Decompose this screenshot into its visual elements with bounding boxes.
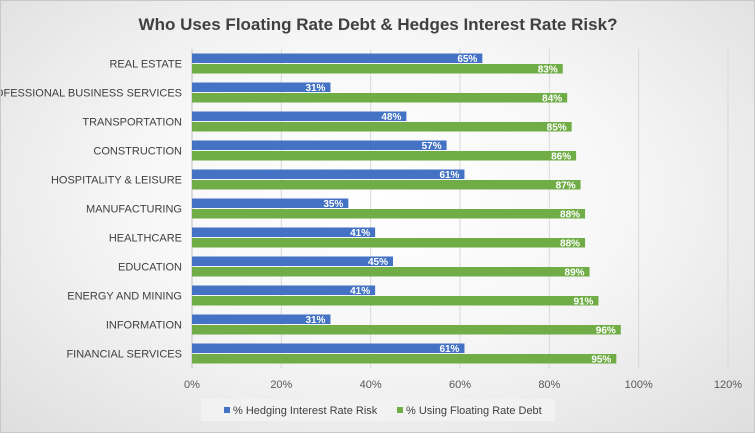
category-label: INFORMATION [106,320,182,332]
bars: 65% 83% 31% 84% 48% 85% 57% 86% 61% 87% 35% 88% 41% 8… [192,53,621,365]
data-label: 31% [305,315,325,326]
category-label: TRANSPORTATION [82,117,182,129]
x-tick-label: 40% [360,379,382,391]
x-tick-label: 60% [449,379,471,391]
data-label: 84% [542,93,562,104]
data-label: 88% [560,209,580,220]
category-label: HOSPITALITY & LEISURE [51,175,182,187]
category-label: MANUFACTURING [86,204,182,216]
bar-hedging [192,140,447,150]
data-label: 87% [556,180,576,191]
chart-title: Who Uses Floating Rate Debt & Hedges Int… [139,15,618,34]
category-label: HEALTHCARE [109,233,182,245]
bar-floating [192,354,617,364]
bar-floating [192,238,586,248]
data-label: 65% [457,54,477,65]
bar-hedging [192,227,376,237]
data-label: 83% [538,64,558,75]
data-label: 48% [381,112,401,123]
bar-floating [192,180,581,190]
data-label: 41% [350,286,370,297]
data-label: 95% [591,354,611,365]
legend-label: % Hedging Interest Rate Risk [233,405,378,417]
bar-floating [192,325,621,335]
x-tick-label: 100% [625,379,653,391]
bar-hedging [192,285,376,295]
bar-hedging [192,314,331,324]
bar-floating [192,267,590,277]
bar-hedging [192,82,331,92]
data-label: 31% [305,83,325,94]
bar-floating [192,296,599,306]
data-label: 96% [596,325,616,336]
legend-label: % Using Floating Rate Debt [406,405,542,417]
x-tick-label: 0% [184,379,200,391]
data-label: 57% [422,141,442,152]
data-label: 41% [350,228,370,239]
data-label: 61% [439,170,459,181]
legend-box [201,399,555,421]
data-label: 91% [573,296,593,307]
category-label: CONSTRUCTION [93,146,182,158]
legend-swatch [224,407,230,413]
bar-hedging [192,169,465,179]
category-label: REAL ESTATE [109,59,182,71]
bar-hedging [192,53,483,63]
legend: % Hedging Interest Rate Risk % Using Floa… [201,399,555,421]
data-label: 89% [565,267,585,278]
bar-floating [192,209,586,219]
data-label: 88% [560,238,580,249]
data-label: 45% [368,257,388,268]
category-label: PROFESSIONAL BUSINESS SERVICES [1,88,182,100]
category-label: EDUCATION [118,262,182,274]
legend-swatch [397,407,403,413]
data-label: 85% [547,122,567,133]
x-axis-tick-labels: 0% 20% 40% 60% 80% 100% 120% [184,379,742,391]
category-label: ENERGY AND MINING [67,291,182,303]
bar-hedging [192,111,407,121]
bar-hedging [192,256,393,266]
category-label: FINANCIAL SERVICES [66,349,182,361]
bar-hedging [192,343,465,353]
bar-floating [192,93,568,103]
category-labels: REAL ESTATE PROFESSIONAL BUSINESS SERVICE… [0,59,182,361]
data-label: 61% [439,344,459,355]
x-tick-label: 120% [714,379,742,391]
bar-floating [192,151,577,161]
x-tick-label: 80% [538,379,560,391]
data-label: 86% [551,151,571,162]
bar-hedging [192,198,349,208]
x-tick-label: 20% [270,379,292,391]
bar-floating [192,122,572,132]
data-label: 35% [323,199,343,210]
bar-floating [192,64,563,74]
